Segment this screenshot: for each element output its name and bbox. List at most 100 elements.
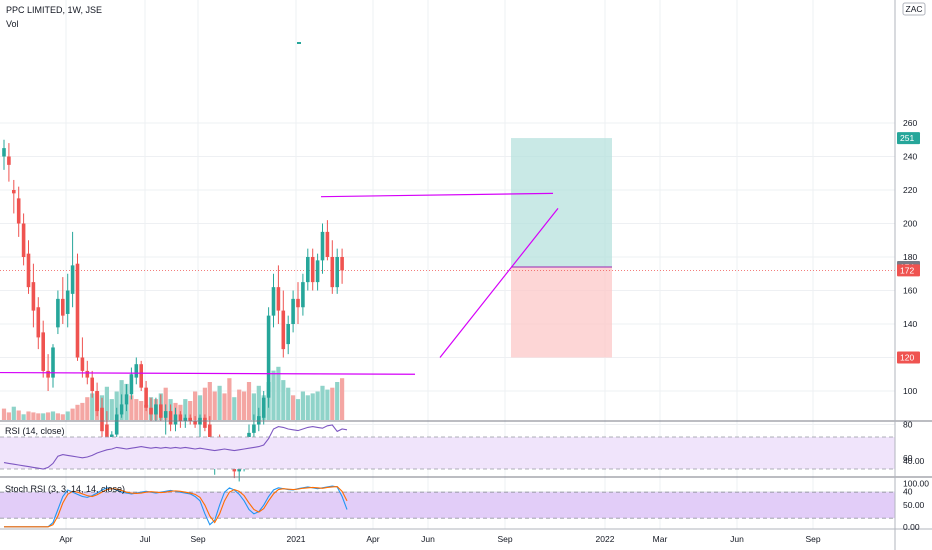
target-zone [511,138,612,268]
candle-body [2,148,6,157]
volume-bar [163,387,168,420]
candle-body [114,414,119,435]
rsi-levels [0,436,895,470]
candle-body [105,424,109,445]
candle-body [144,387,148,408]
position-tool[interactable] [0,138,895,358]
candle-body [95,391,99,412]
candle-body [7,156,11,165]
candle-body [301,282,305,308]
candle-body [119,404,124,415]
volume-bar [31,412,36,420]
trend-lines[interactable] [0,192,559,375]
candle-body [61,298,65,316]
price-badge [897,264,920,277]
time-tick-label: Sep [497,534,512,544]
marker [297,42,301,44]
price-badge-label: 120 [900,353,914,363]
volume-bar [256,385,261,420]
price-tick-label: 260 [903,118,917,128]
candle-body [154,404,158,415]
candle-body [46,370,50,378]
candle-body [16,198,21,224]
volume-bar [222,393,227,420]
stoch-tick-label: 100.00 [903,479,929,489]
rsi-title: RSI (14, close) [5,426,65,436]
volume-bar [232,397,237,420]
candle-body [149,407,153,415]
horizontal-trend-line [0,371,416,375]
candle-body [296,298,300,308]
volume-bar [320,385,325,420]
volume-bar [315,391,320,420]
candle-body [65,290,70,314]
oscillator-axis: 40.00 100.00 50.00 0.00 [903,456,929,532]
candle-body [320,231,325,261]
volume-bar [227,378,232,420]
volume-bar [330,387,335,420]
volume-bar [305,395,310,420]
volume-bar [36,413,41,420]
volume-bar [41,413,46,420]
price-badges: 251174172120 [897,132,920,364]
candle-body [306,257,310,283]
price-axis[interactable]: 40 60 80 100 120 140 160 180 200 220 240 260 [903,118,917,497]
time-tick-label: Jun [730,534,744,544]
rsi-line [3,424,348,470]
candle-body [315,260,320,283]
time-tick-label: Apr [366,534,379,544]
volume-bar [70,408,75,420]
volume-bar [246,382,252,420]
volume-bar [276,366,281,420]
currency-tag[interactable] [902,2,926,16]
volume-bar [90,393,95,420]
volume-bar [55,413,60,420]
stoch-band [0,492,895,519]
candle-body [173,414,178,425]
candle-body [21,223,26,257]
price-tick-label: 220 [903,185,917,195]
volume-bar [281,380,286,420]
price-tick-label: 80 [903,420,913,430]
volume-bar [65,411,70,420]
stop-zone [511,267,612,358]
volume-bar [202,387,207,420]
candle-body [70,265,75,294]
volume-bar [212,391,217,420]
candle-body [36,307,41,338]
price-badge-label: 251 [900,133,914,143]
candle-body [193,421,197,425]
candle-body [12,190,16,194]
volume-bar [188,401,193,420]
rsi-band [0,437,895,469]
time-tick-label: Sep [805,534,820,544]
chart-title: PPC LIMITED, 1W, JSE [6,5,102,15]
price-tick-label: 40 [903,487,913,497]
stoch-rsi-pane: Stoch RSI (3, 3, 14, 14, close) [0,484,895,528]
price-tick-label: 140 [903,319,917,329]
candle-body [80,357,85,371]
diagonal-trend-line [439,208,559,358]
candle-body [168,411,173,425]
volume-label: Vol [6,19,19,29]
price-tick-label: 160 [903,286,917,296]
candle-body [276,287,281,311]
time-axis[interactable]: Apr Jul Sep 2021 Apr Jun Sep 2022 Mar Jun Sep [59,534,820,544]
volume-bar [109,399,114,420]
volume-bar [300,391,305,420]
candle-body [203,417,207,428]
volume-bar [16,410,21,420]
candle-body [266,315,271,398]
volume-bar [286,387,291,420]
volume-bar [242,391,247,420]
candle-body [75,263,80,358]
candle-body [90,377,94,391]
volume-bar [46,412,51,420]
volume-bar [21,414,26,420]
candle-body [340,257,344,271]
volume-bar [139,401,144,420]
candle-body [310,257,315,283]
candle-body [325,231,330,257]
